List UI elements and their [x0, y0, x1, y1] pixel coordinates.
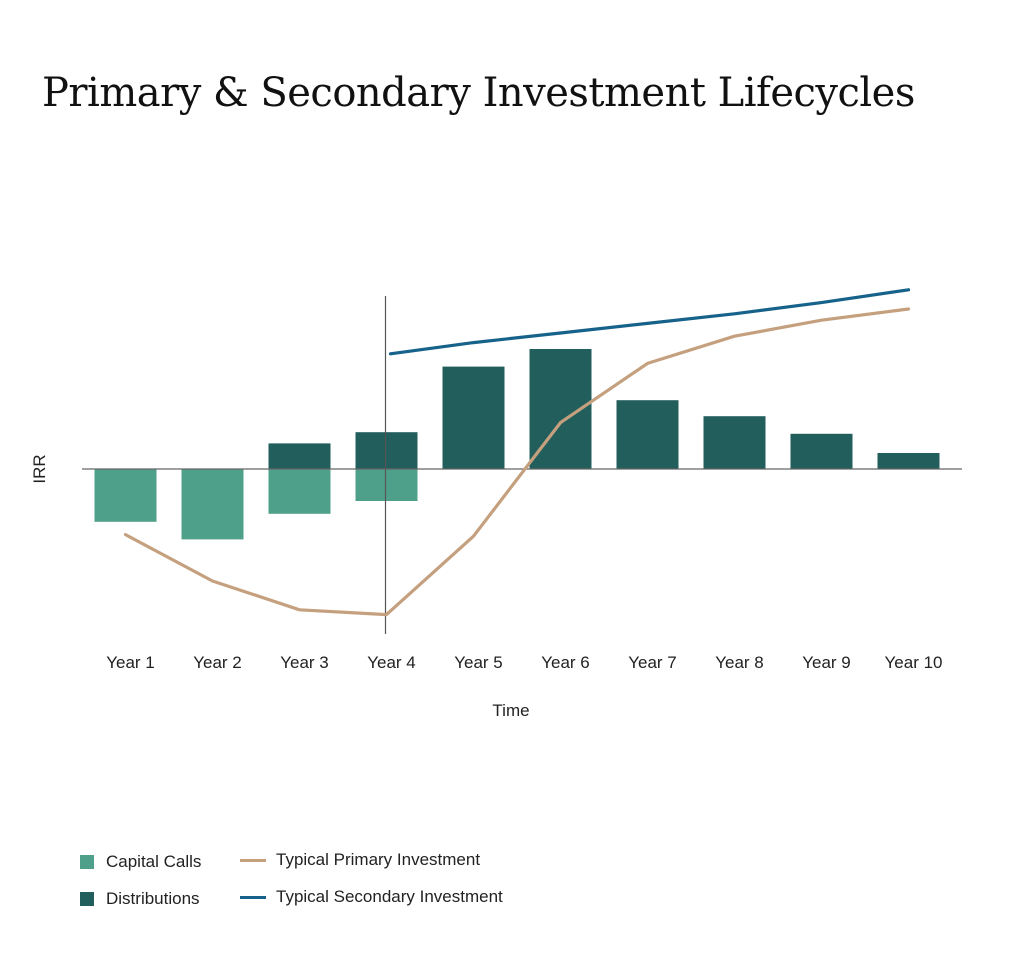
chart-area: Year 1 Year 2 Year 3 Year 4 Year 5 Year 6 Year… — [30, 288, 962, 720]
x-tick-label: Year 5 — [454, 653, 503, 672]
legend-label: Capital Calls — [106, 852, 202, 871]
legend-label: Typical Secondary Investment — [276, 887, 503, 906]
typical-secondary-investment-line — [388, 288, 911, 356]
lines-layer — [123, 288, 911, 617]
capital-calls-swatch — [80, 855, 94, 869]
primary-line-swatch — [240, 858, 266, 862]
capital-calls-bar-1 — [94, 469, 157, 522]
x-tick-label: Year 9 — [802, 653, 851, 672]
distributions-bar-10 — [877, 453, 940, 469]
distributions-bar-3 — [268, 443, 331, 469]
legend-item-capital-calls: Capital Calls — [80, 852, 201, 872]
typical-primary-investment-line — [123, 307, 911, 617]
capital-calls-bar-2 — [181, 469, 244, 540]
x-tick-label: Year 2 — [193, 653, 242, 672]
legend-item-typical-primary: Typical Primary Investment — [240, 850, 480, 870]
distributions-bar-4 — [355, 432, 418, 469]
legend-label: Typical Primary Investment — [276, 850, 481, 869]
legend-label: Distributions — [106, 889, 200, 908]
distributions-bar-8 — [703, 416, 766, 469]
y-axis-title: IRR — [30, 454, 49, 483]
distributions-swatch — [80, 892, 94, 906]
x-tick-label: Year 3 — [280, 653, 329, 672]
distributions-bar-7 — [616, 400, 679, 469]
capital-calls-bar-4 — [355, 469, 418, 501]
x-tick-labels: Year 1 Year 2 Year 3 Year 4 Year 5 Year 6 Year… — [106, 653, 942, 672]
x-tick-label: Year 1 — [106, 653, 155, 672]
capital-calls-bar-3 — [268, 469, 331, 514]
x-tick-label: Year 4 — [367, 653, 416, 672]
x-tick-label: Year 6 — [541, 653, 590, 672]
chart-title: Primary & Secondary Investment Lifecycle… — [42, 70, 915, 116]
x-tick-label: Year 8 — [715, 653, 764, 672]
secondary-line-swatch — [240, 895, 266, 899]
x-tick-label: Year 7 — [628, 653, 677, 672]
distributions-bar-5 — [442, 366, 505, 469]
distributions-bar-9 — [790, 433, 853, 469]
x-tick-label: Year 10 — [885, 653, 943, 672]
x-axis-title: Time — [492, 701, 529, 720]
legend-item-typical-secondary: Typical Secondary Investment — [240, 887, 503, 907]
bars-layer — [94, 349, 940, 540]
legend-item-distributions: Distributions — [80, 889, 200, 909]
